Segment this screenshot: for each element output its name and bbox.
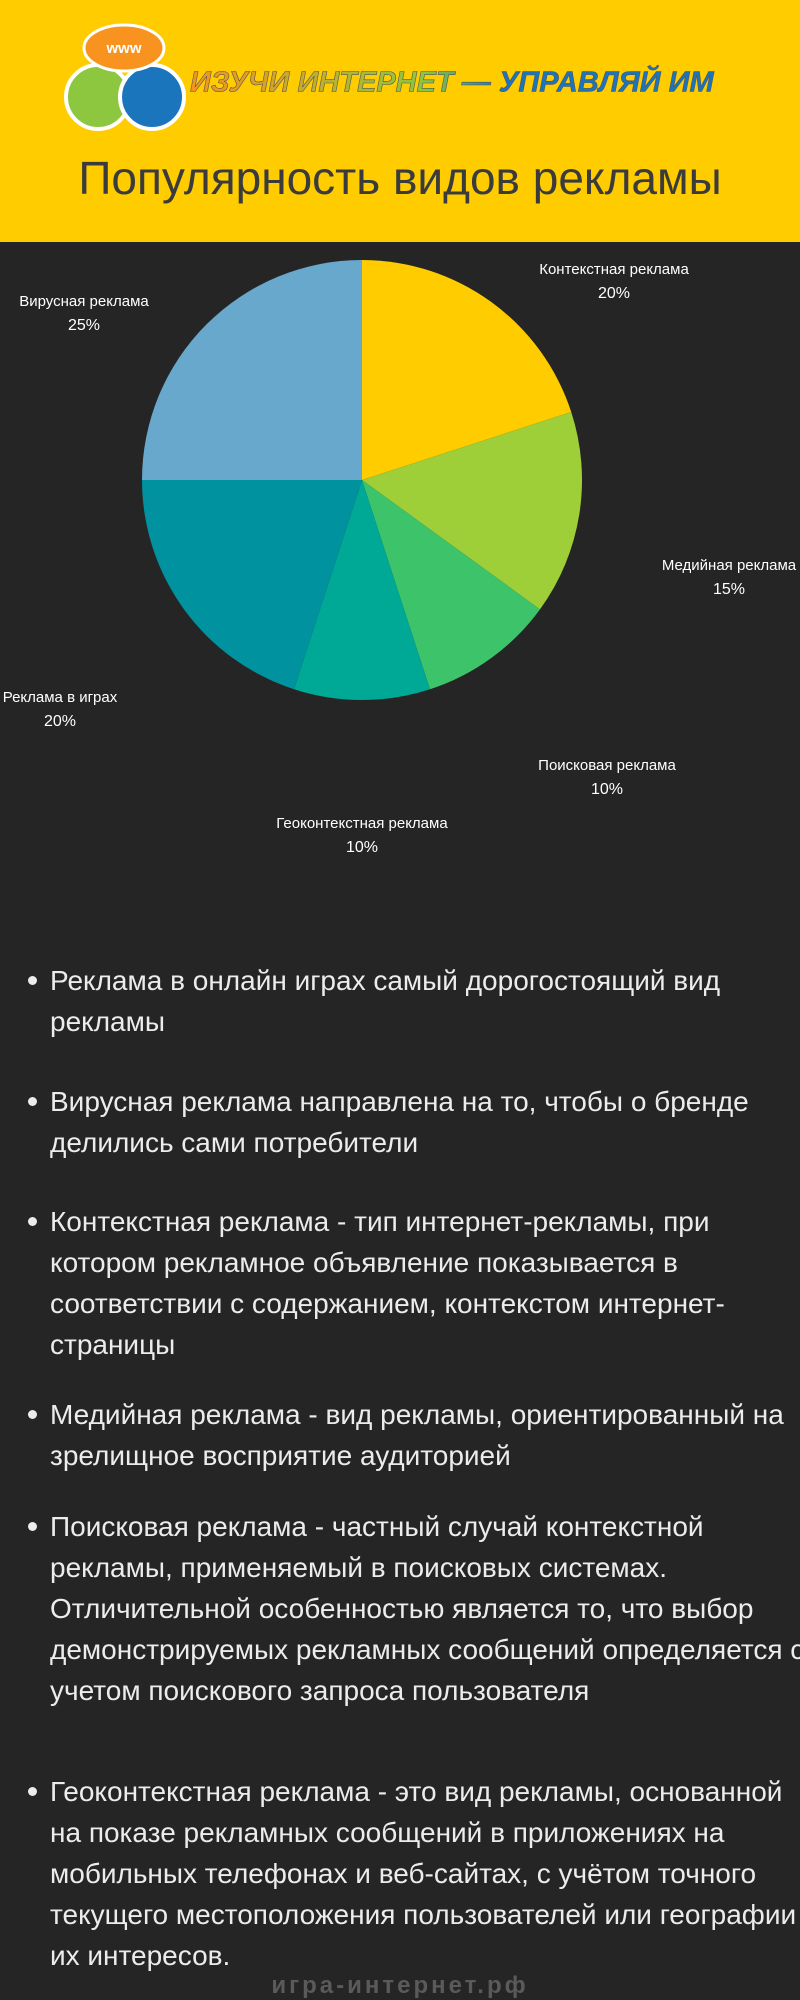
slice-label: Реклама в играх <box>3 689 118 706</box>
slice-label: Контекстная реклама <box>539 261 689 278</box>
slice-label: Поисковая реклама <box>538 757 676 774</box>
slice-value: 15% <box>713 581 745 598</box>
pie-slice <box>294 480 430 700</box>
logo-circle <box>118 63 186 131</box>
slice-value: 20% <box>44 713 76 730</box>
slice-label: Геоконтекстная реклама <box>276 815 448 832</box>
pie-slice <box>362 260 572 480</box>
logo-badge-text: www <box>105 40 141 57</box>
slice-value: 20% <box>598 285 630 302</box>
bullet-item: Медийная реклама - вид рекламы, ориентир… <box>22 1394 800 1476</box>
bullet-item: Поисковая реклама - частный случай конте… <box>22 1506 800 1711</box>
bullet-item: Контекстная реклама - тип интернет-рекла… <box>22 1201 800 1365</box>
chart: www ИЗУЧИ ИНТЕРНЕТ — УПРАВЛЯЙ ИМ Популяр… <box>0 0 800 856</box>
logo-text: ИЗУЧИ ИНТЕРНЕТ — УПРАВЛЯЙ ИМ <box>190 64 715 99</box>
logo-badge <box>82 23 166 73</box>
slice-label: Вирусная реклама <box>19 293 149 310</box>
pie-slice <box>142 480 362 690</box>
pie-slice <box>142 260 362 480</box>
slice-label: Медийная реклама <box>662 557 797 574</box>
bullet-item: Вирусная реклама направлена на то, чтобы… <box>22 1081 800 1163</box>
slice-value: 10% <box>346 839 378 856</box>
bullet-item: Геоконтекстная реклама - это вид рекламы… <box>22 1771 800 1976</box>
footer: игра-интернет.рф <box>271 1972 529 1999</box>
slice-value: 10% <box>591 781 623 798</box>
slice-value: 25% <box>68 317 100 334</box>
chart-title: Популярность видов рекламы <box>78 152 721 204</box>
pie-slice <box>362 480 540 690</box>
pie-slice <box>362 412 582 610</box>
bullet-item: Реклама в онлайн играх самый дорогостоящ… <box>22 960 800 1042</box>
